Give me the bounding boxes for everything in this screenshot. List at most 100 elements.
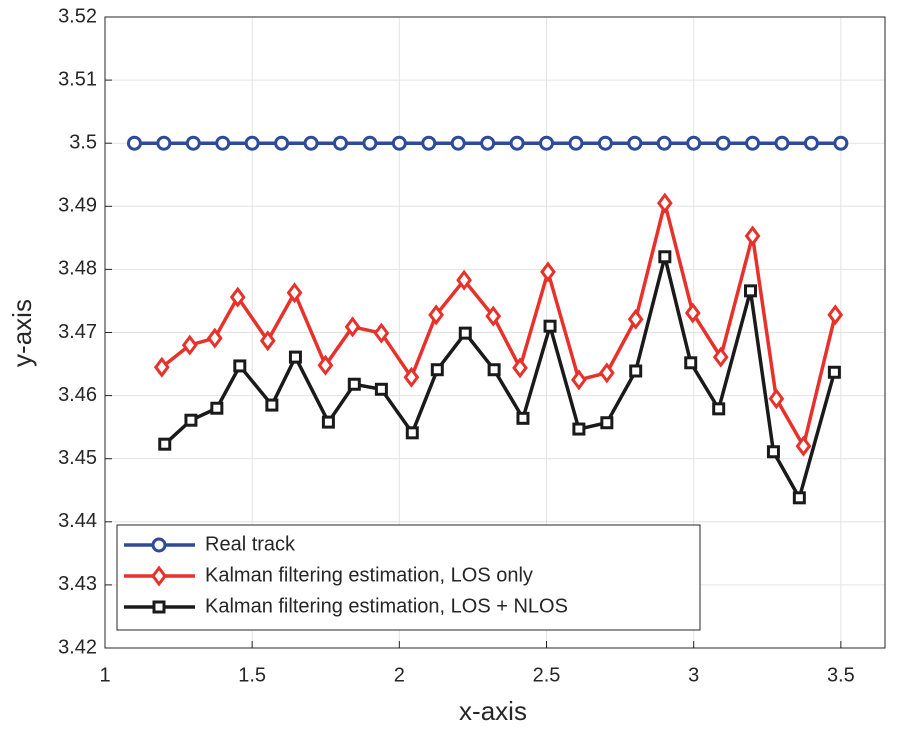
- point: [684, 356, 698, 370]
- y-tick-label: 3.5: [69, 131, 97, 153]
- point: [539, 135, 555, 151]
- point: [428, 304, 445, 326]
- point: [827, 304, 844, 326]
- point: [572, 422, 586, 436]
- y-tick-label: 3.51: [58, 68, 97, 90]
- x-tick-label: 3: [688, 664, 699, 686]
- y-tick-label: 3.49: [58, 195, 97, 217]
- point: [229, 286, 246, 308]
- point: [792, 491, 806, 505]
- y-tick-label: 3.47: [58, 321, 97, 343]
- point: [627, 308, 644, 330]
- y-tick-label: 3.42: [58, 636, 97, 658]
- point: [374, 382, 388, 396]
- legend-box: [116, 524, 701, 631]
- y-tick-label: 3.44: [58, 510, 97, 532]
- point: [210, 401, 224, 415]
- point: [332, 135, 348, 151]
- point: [512, 357, 528, 379]
- point: [362, 135, 378, 151]
- x-tick-label: 2: [394, 664, 405, 686]
- point: [156, 135, 172, 151]
- point: [795, 435, 812, 457]
- point: [288, 350, 302, 364]
- point: [686, 135, 702, 151]
- point: [571, 369, 587, 391]
- plot-frame: [104, 16, 886, 649]
- y-tick-label: 3.52: [58, 5, 97, 27]
- point: [244, 135, 260, 151]
- y-tick-label: 3.45: [58, 447, 97, 469]
- legend-marker: [152, 600, 166, 614]
- point: [373, 322, 390, 344]
- point: [656, 192, 673, 214]
- point: [430, 363, 444, 377]
- point: [827, 365, 841, 379]
- point: [184, 413, 198, 427]
- point: [181, 334, 198, 356]
- point: [391, 135, 407, 151]
- point: [597, 135, 613, 151]
- point: [403, 366, 420, 388]
- point: [265, 398, 279, 412]
- point: [485, 305, 502, 327]
- point: [629, 364, 643, 378]
- point: [766, 445, 780, 459]
- point: [509, 135, 525, 151]
- point: [456, 269, 472, 291]
- point: [153, 356, 170, 378]
- point: [185, 135, 201, 151]
- point: [774, 135, 790, 151]
- series-line: [163, 256, 837, 503]
- point: [516, 411, 530, 425]
- point: [803, 135, 819, 151]
- point: [768, 388, 785, 410]
- point: [744, 225, 761, 247]
- series-line: [160, 202, 837, 451]
- point: [543, 319, 557, 333]
- point: [684, 302, 701, 324]
- point: [658, 250, 672, 264]
- x-tick-label: 2.5: [533, 664, 561, 686]
- point: [480, 135, 496, 151]
- point: [421, 135, 437, 151]
- point: [487, 363, 501, 377]
- x-axis-label: x-axis: [459, 696, 527, 726]
- x-tick-label: 1.5: [238, 664, 266, 686]
- point: [712, 402, 726, 416]
- point: [600, 416, 614, 430]
- point: [347, 377, 361, 391]
- point: [158, 437, 172, 451]
- point: [259, 330, 276, 352]
- point: [286, 282, 303, 304]
- point: [405, 426, 419, 440]
- legend-label: Kalman filtering estimation, LOS + NLOS: [205, 595, 568, 617]
- point: [450, 135, 466, 151]
- point: [833, 135, 849, 151]
- point: [274, 135, 290, 151]
- point: [568, 135, 584, 151]
- point: [206, 327, 223, 349]
- point: [743, 284, 757, 298]
- point: [303, 135, 319, 151]
- point: [712, 346, 729, 368]
- x-tick-label: 1: [99, 664, 110, 686]
- y-tick-label: 3.43: [58, 573, 97, 595]
- y-tick-label: 3.46: [58, 384, 97, 406]
- point: [745, 135, 761, 151]
- point: [321, 415, 335, 429]
- point: [656, 135, 672, 151]
- point: [233, 359, 247, 373]
- x-tick-label: 3.5: [827, 664, 855, 686]
- legend-label: Real track: [205, 533, 296, 555]
- point: [126, 135, 142, 151]
- point: [598, 362, 615, 384]
- legend-label: Kalman filtering estimation, LOS only: [205, 564, 533, 586]
- y-tick-label: 3.48: [58, 258, 97, 280]
- y-axis-label: y-axis: [7, 299, 37, 367]
- point: [627, 135, 643, 151]
- point: [344, 316, 361, 338]
- legend-marker: [151, 565, 167, 587]
- point: [215, 135, 231, 151]
